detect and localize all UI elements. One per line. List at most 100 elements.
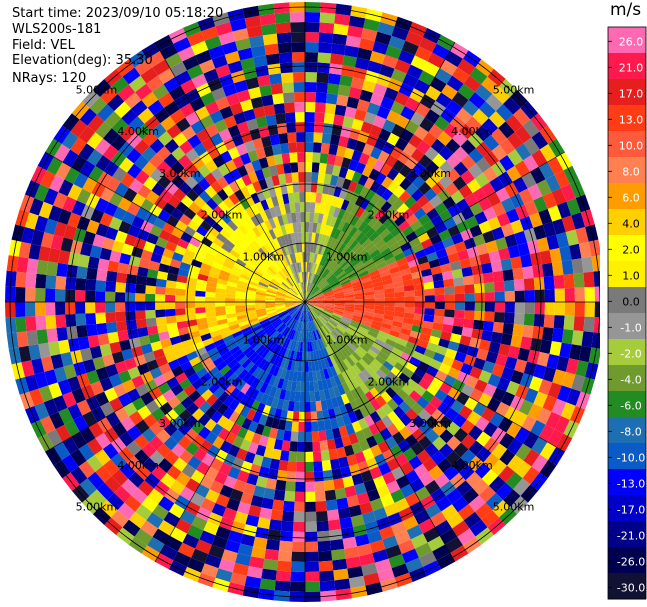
gate bbox=[267, 529, 281, 541]
gate bbox=[362, 448, 375, 461]
gate bbox=[151, 407, 166, 422]
gate bbox=[245, 408, 257, 421]
gate bbox=[336, 446, 347, 459]
gate bbox=[268, 165, 278, 177]
gate bbox=[156, 443, 172, 459]
gate bbox=[247, 283, 258, 290]
gate bbox=[373, 312, 385, 319]
gate bbox=[71, 388, 86, 404]
gate bbox=[549, 247, 562, 263]
gate bbox=[583, 316, 595, 333]
gate bbox=[547, 157, 564, 175]
gate bbox=[108, 397, 124, 412]
gate bbox=[21, 360, 35, 378]
gate bbox=[28, 243, 41, 260]
gate bbox=[362, 317, 373, 324]
gate bbox=[338, 322, 349, 330]
gate bbox=[305, 212, 310, 223]
gate bbox=[245, 245, 256, 256]
gate bbox=[429, 396, 443, 409]
gate bbox=[162, 389, 176, 402]
gate bbox=[300, 262, 304, 273]
gate bbox=[215, 297, 226, 302]
gate bbox=[378, 212, 390, 225]
gate bbox=[334, 268, 344, 277]
gate bbox=[391, 276, 403, 284]
gate bbox=[117, 262, 129, 274]
gate bbox=[367, 330, 379, 339]
gate bbox=[386, 110, 401, 124]
gate bbox=[344, 296, 355, 300]
gate bbox=[70, 137, 87, 155]
gate bbox=[374, 289, 385, 295]
gate bbox=[288, 276, 295, 286]
gate bbox=[411, 162, 426, 176]
gate bbox=[119, 252, 132, 265]
gate bbox=[278, 311, 288, 317]
gate bbox=[162, 345, 175, 356]
gate bbox=[531, 131, 549, 150]
gate bbox=[418, 435, 433, 450]
gate bbox=[305, 302, 313, 310]
ring-label: 4.00km bbox=[117, 459, 159, 472]
gate bbox=[311, 309, 319, 318]
gate bbox=[147, 488, 164, 505]
gate bbox=[444, 294, 455, 302]
gate bbox=[221, 351, 233, 361]
gate bbox=[34, 402, 50, 420]
gate bbox=[341, 157, 352, 169]
gate bbox=[266, 268, 276, 277]
gate bbox=[320, 348, 327, 360]
gate bbox=[275, 429, 285, 441]
gate bbox=[185, 441, 200, 456]
gate bbox=[501, 197, 516, 213]
gate bbox=[274, 12, 291, 24]
gate bbox=[424, 302, 435, 309]
gate bbox=[272, 227, 280, 239]
gate bbox=[498, 121, 515, 139]
gate bbox=[320, 450, 331, 462]
gate bbox=[492, 321, 504, 334]
gate bbox=[260, 245, 270, 256]
gate bbox=[422, 372, 435, 384]
gate bbox=[305, 182, 312, 193]
gate bbox=[478, 252, 491, 265]
gate bbox=[424, 479, 441, 495]
gate bbox=[368, 269, 380, 277]
gate bbox=[126, 455, 143, 472]
gate bbox=[509, 193, 525, 209]
gate bbox=[405, 31, 423, 47]
gate bbox=[286, 305, 296, 311]
gate bbox=[321, 285, 331, 292]
gate bbox=[391, 247, 404, 257]
gate bbox=[400, 327, 412, 336]
gate bbox=[345, 224, 355, 235]
gate bbox=[121, 348, 134, 361]
gate bbox=[195, 296, 206, 302]
gate bbox=[190, 97, 206, 112]
gate bbox=[322, 325, 331, 335]
gate bbox=[270, 509, 284, 521]
gate bbox=[300, 381, 305, 392]
gate bbox=[403, 247, 415, 258]
colorbar-swatch bbox=[608, 547, 646, 574]
gate bbox=[411, 242, 424, 254]
gate bbox=[379, 64, 395, 78]
gate bbox=[527, 349, 540, 365]
gate bbox=[157, 458, 173, 473]
gate bbox=[146, 512, 164, 529]
gate bbox=[58, 339, 71, 354]
gate bbox=[474, 283, 485, 294]
gate bbox=[267, 285, 278, 292]
gate bbox=[200, 388, 214, 401]
gate bbox=[135, 123, 152, 140]
gate bbox=[462, 99, 479, 117]
gate bbox=[280, 257, 287, 268]
gate bbox=[218, 322, 229, 330]
gate bbox=[207, 512, 223, 527]
gate bbox=[193, 142, 207, 157]
gate bbox=[272, 365, 280, 377]
gate bbox=[340, 232, 349, 244]
gate bbox=[320, 267, 327, 277]
gate bbox=[333, 309, 344, 315]
